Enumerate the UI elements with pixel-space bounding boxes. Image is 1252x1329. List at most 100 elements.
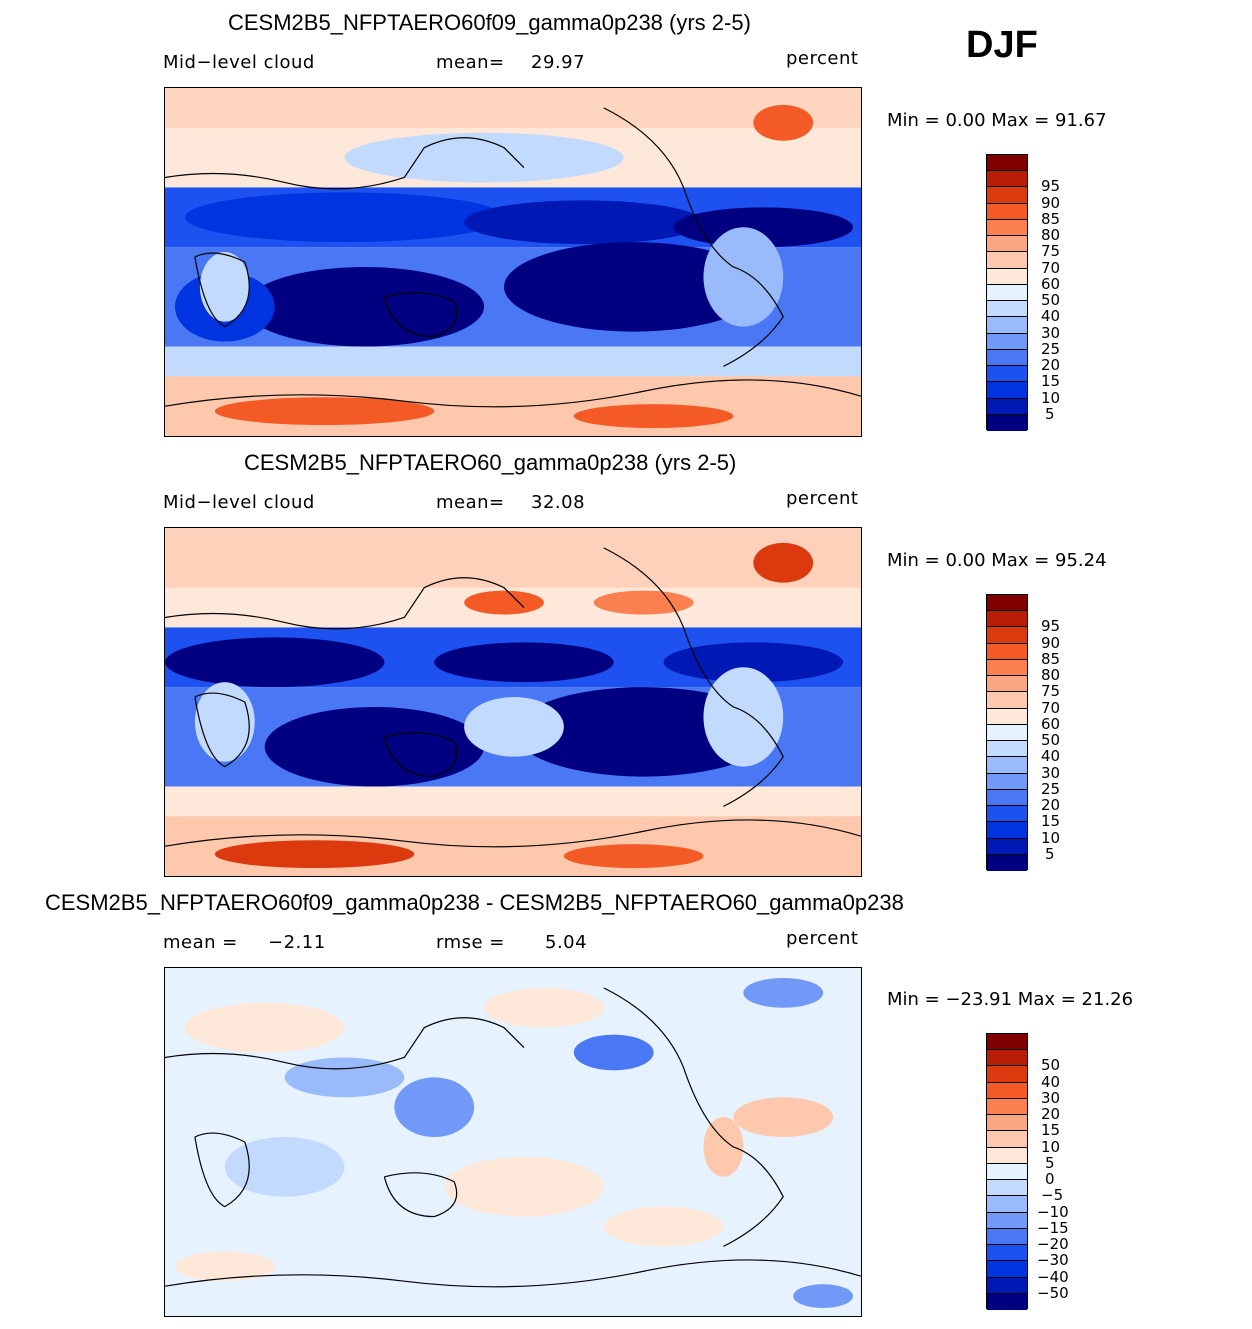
panel2-units: percent — [786, 488, 859, 509]
colorbar-tick-label: −30 — [1037, 1251, 1069, 1270]
colorbar-segment — [987, 643, 1027, 660]
colorbar-segment — [987, 806, 1027, 823]
colorbar-tick-label: 20 — [1041, 1105, 1061, 1124]
panel3-units: percent — [786, 928, 859, 949]
colorbar-segment — [987, 1277, 1027, 1294]
panel1-map — [164, 87, 862, 437]
panel2-mean-label: mean= — [436, 492, 505, 513]
colorbar-tick-label: 15 — [1041, 1121, 1061, 1140]
colorbar-tick-label: 90 — [1041, 633, 1061, 652]
colorbar-segment — [987, 659, 1027, 677]
colorbar-segment — [987, 1180, 1027, 1197]
colorbar-segment — [987, 773, 1027, 790]
colorbar-tick-label: 95 — [1041, 617, 1061, 636]
colorbar-segment — [987, 822, 1027, 839]
colorbar-tick-label: 85 — [1041, 649, 1061, 668]
colorbar-tick-label: −20 — [1037, 1235, 1069, 1254]
panel1-colorbar — [986, 154, 1028, 431]
colorbar-tick-label: 70 — [1041, 258, 1061, 277]
colorbar-tick-label: 60 — [1041, 274, 1061, 293]
panel1-units: percent — [786, 48, 859, 69]
colorbar-tick-label: −50 — [1037, 1283, 1069, 1302]
colorbar-tick-label: 40 — [1041, 1072, 1061, 1091]
colorbar-tick-label: 90 — [1041, 193, 1061, 212]
colorbar-segment — [987, 692, 1027, 709]
colorbar-tick-label: −40 — [1037, 1267, 1069, 1286]
colorbar-segment — [987, 1293, 1027, 1310]
colorbar-segment — [987, 1034, 1027, 1051]
panel1-mean-value: 29.97 — [531, 52, 586, 73]
colorbar-segment — [987, 595, 1027, 612]
colorbar-segment — [987, 1261, 1027, 1278]
colorbar-segment — [987, 741, 1027, 758]
colorbar-tick-label: 10 — [1041, 828, 1061, 847]
colorbar-segment — [987, 708, 1027, 725]
colorbar-tick-label: 40 — [1041, 307, 1061, 326]
colorbar-segment — [987, 155, 1027, 172]
colorbar-tick-label: 5 — [1045, 844, 1055, 863]
panel3-rmse-value: 5.04 — [545, 932, 588, 953]
colorbar-segment — [987, 333, 1027, 350]
colorbar-tick-label: 75 — [1041, 242, 1061, 261]
colorbar-tick-label: −15 — [1037, 1218, 1069, 1237]
colorbar-tick-label: 80 — [1041, 666, 1061, 685]
colorbar-tick-label: 25 — [1041, 779, 1061, 798]
colorbar-segment — [987, 236, 1027, 253]
panel3-mean-label: mean = — [163, 932, 238, 953]
colorbar-segment — [987, 203, 1027, 220]
colorbar-tick-label: −5 — [1041, 1186, 1064, 1205]
colorbar-segment — [987, 219, 1027, 237]
colorbar-segment — [987, 252, 1027, 269]
panel1-contour-field — [165, 88, 861, 436]
panel2-mean-value: 32.08 — [531, 492, 586, 513]
panel2-variable: Mid−level cloud — [163, 492, 315, 513]
panel2-title: CESM2B5_NFPTAERO60_gamma0p238 (yrs 2-5) — [244, 450, 737, 475]
panel3-minmax: Min = −23.91 Max = 21.26 — [887, 989, 1134, 1010]
colorbar-segment — [987, 1147, 1027, 1164]
colorbar-segment — [987, 382, 1027, 399]
colorbar-segment — [987, 317, 1027, 334]
panel2-contour-field — [165, 528, 861, 876]
colorbar-segment — [987, 1066, 1027, 1083]
colorbar-segment — [987, 789, 1027, 807]
colorbar-tick-label: 30 — [1041, 1088, 1061, 1107]
panel2-minmax: Min = 0.00 Max = 95.24 — [887, 550, 1107, 571]
colorbar-tick-label: 85 — [1041, 209, 1061, 228]
colorbar-tick-label: 25 — [1041, 339, 1061, 358]
colorbar-tick-label: 20 — [1041, 796, 1061, 815]
colorbar-segment — [987, 724, 1027, 742]
colorbar-tick-label: 15 — [1041, 372, 1061, 391]
colorbar-segment — [987, 1212, 1027, 1229]
colorbar-segment — [987, 171, 1027, 188]
colorbar-tick-label: 50 — [1041, 731, 1061, 750]
colorbar-segment — [987, 1228, 1027, 1246]
panel3-rmse-label: rmse = — [436, 932, 505, 953]
colorbar-segment — [987, 854, 1027, 871]
colorbar-tick-label: 80 — [1041, 226, 1061, 245]
panel1-minmax: Min = 0.00 Max = 91.67 — [887, 110, 1107, 131]
colorbar-tick-label: 15 — [1041, 812, 1061, 831]
colorbar-segment — [987, 398, 1027, 415]
panel3-contour-field — [165, 968, 861, 1316]
colorbar-segment — [987, 187, 1027, 204]
panel1-variable: Mid−level cloud — [163, 52, 315, 73]
colorbar-tick-label: 10 — [1041, 1137, 1061, 1156]
colorbar-tick-label: 40 — [1041, 747, 1061, 766]
panel3-mean-value: −2.11 — [268, 932, 326, 953]
colorbar-tick-label: 5 — [1045, 404, 1055, 423]
colorbar-tick-label: 30 — [1041, 763, 1061, 782]
colorbar-segment — [987, 414, 1027, 431]
colorbar-segment — [987, 757, 1027, 774]
colorbar-segment — [987, 1082, 1027, 1099]
colorbar-segment — [987, 1245, 1027, 1262]
colorbar-tick-label: 95 — [1041, 177, 1061, 196]
colorbar-segment — [987, 627, 1027, 644]
colorbar-segment — [987, 1098, 1027, 1116]
colorbar-tick-label: −10 — [1037, 1202, 1069, 1221]
panel3-title: CESM2B5_NFPTAERO60f09_gamma0p238 - CESM2… — [45, 890, 904, 915]
colorbar-tick-label: 0 — [1045, 1170, 1055, 1189]
colorbar-tick-label: 75 — [1041, 682, 1061, 701]
colorbar-segment — [987, 284, 1027, 302]
colorbar-segment — [987, 1163, 1027, 1181]
panel3-map — [164, 967, 862, 1317]
